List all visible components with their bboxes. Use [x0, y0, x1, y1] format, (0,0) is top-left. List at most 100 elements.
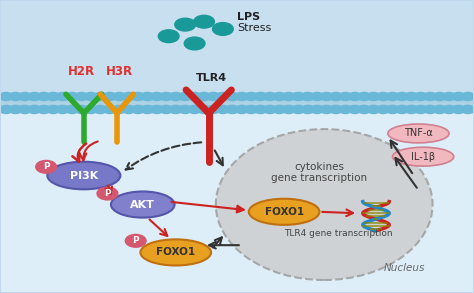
Text: TLR4 gene transcription: TLR4 gene transcription — [284, 229, 392, 238]
Circle shape — [405, 105, 418, 113]
Circle shape — [188, 105, 201, 113]
Circle shape — [264, 105, 277, 113]
Circle shape — [197, 105, 210, 113]
Text: P: P — [104, 189, 111, 198]
Text: cytokines: cytokines — [294, 162, 345, 172]
Circle shape — [18, 92, 32, 100]
Text: TLR4: TLR4 — [195, 73, 227, 83]
Ellipse shape — [140, 239, 211, 265]
Circle shape — [160, 92, 173, 100]
Circle shape — [452, 92, 465, 100]
Ellipse shape — [111, 192, 174, 218]
Circle shape — [235, 105, 248, 113]
Circle shape — [348, 92, 361, 100]
Circle shape — [433, 105, 446, 113]
Circle shape — [150, 105, 164, 113]
Circle shape — [292, 92, 305, 100]
Circle shape — [65, 92, 79, 100]
Text: IL-1β: IL-1β — [411, 152, 435, 162]
Circle shape — [292, 105, 305, 113]
Circle shape — [56, 92, 69, 100]
Bar — [1, 93, 473, 113]
Text: Nucleus: Nucleus — [383, 263, 425, 273]
Circle shape — [94, 105, 107, 113]
Text: gene transcription: gene transcription — [272, 173, 367, 183]
Circle shape — [37, 92, 50, 100]
Circle shape — [433, 92, 446, 100]
Circle shape — [226, 92, 239, 100]
Circle shape — [442, 92, 456, 100]
Text: FOXO1: FOXO1 — [264, 207, 304, 217]
Circle shape — [179, 105, 192, 113]
Circle shape — [254, 92, 267, 100]
Text: TNF-α: TNF-α — [404, 128, 433, 138]
Circle shape — [442, 105, 456, 113]
Circle shape — [282, 92, 295, 100]
Circle shape — [97, 187, 118, 200]
Circle shape — [207, 92, 220, 100]
Circle shape — [46, 105, 60, 113]
Circle shape — [103, 92, 117, 100]
Circle shape — [94, 92, 107, 100]
Circle shape — [329, 105, 343, 113]
Circle shape — [254, 105, 267, 113]
Text: Stress: Stress — [237, 23, 271, 33]
Circle shape — [9, 105, 22, 113]
Ellipse shape — [249, 199, 319, 225]
Circle shape — [179, 92, 192, 100]
Text: P: P — [132, 236, 139, 245]
Circle shape — [395, 105, 409, 113]
Circle shape — [141, 92, 154, 100]
Ellipse shape — [216, 129, 433, 280]
Circle shape — [169, 105, 182, 113]
Circle shape — [0, 105, 13, 113]
Circle shape — [320, 105, 333, 113]
Circle shape — [131, 105, 145, 113]
Circle shape — [160, 105, 173, 113]
Circle shape — [131, 92, 145, 100]
Ellipse shape — [47, 162, 120, 189]
Circle shape — [150, 92, 164, 100]
Circle shape — [9, 92, 22, 100]
Circle shape — [310, 92, 324, 100]
Circle shape — [339, 105, 352, 113]
Circle shape — [424, 92, 437, 100]
Circle shape — [301, 92, 314, 100]
Circle shape — [212, 23, 233, 35]
Circle shape — [122, 105, 135, 113]
Circle shape — [28, 92, 41, 100]
Circle shape — [357, 105, 371, 113]
Circle shape — [414, 105, 428, 113]
Text: AKT: AKT — [130, 200, 155, 209]
Ellipse shape — [388, 124, 449, 143]
Circle shape — [461, 105, 474, 113]
Circle shape — [245, 105, 258, 113]
Bar — [1, 113, 473, 292]
Circle shape — [46, 92, 60, 100]
Circle shape — [18, 105, 32, 113]
Circle shape — [376, 105, 390, 113]
Circle shape — [273, 105, 286, 113]
Circle shape — [320, 92, 333, 100]
Circle shape — [103, 105, 117, 113]
Circle shape — [75, 105, 88, 113]
Circle shape — [452, 105, 465, 113]
Circle shape — [184, 37, 205, 50]
Circle shape — [226, 105, 239, 113]
Circle shape — [273, 92, 286, 100]
Circle shape — [357, 92, 371, 100]
Circle shape — [395, 92, 409, 100]
Circle shape — [37, 105, 50, 113]
Circle shape — [65, 105, 79, 113]
Circle shape — [84, 105, 98, 113]
Circle shape — [36, 161, 56, 173]
Circle shape — [194, 15, 214, 28]
Circle shape — [310, 105, 324, 113]
Circle shape — [329, 92, 343, 100]
Text: PI3K: PI3K — [70, 171, 98, 180]
Circle shape — [175, 18, 196, 31]
Circle shape — [84, 92, 98, 100]
Ellipse shape — [392, 147, 454, 166]
Circle shape — [188, 92, 201, 100]
Circle shape — [0, 92, 13, 100]
